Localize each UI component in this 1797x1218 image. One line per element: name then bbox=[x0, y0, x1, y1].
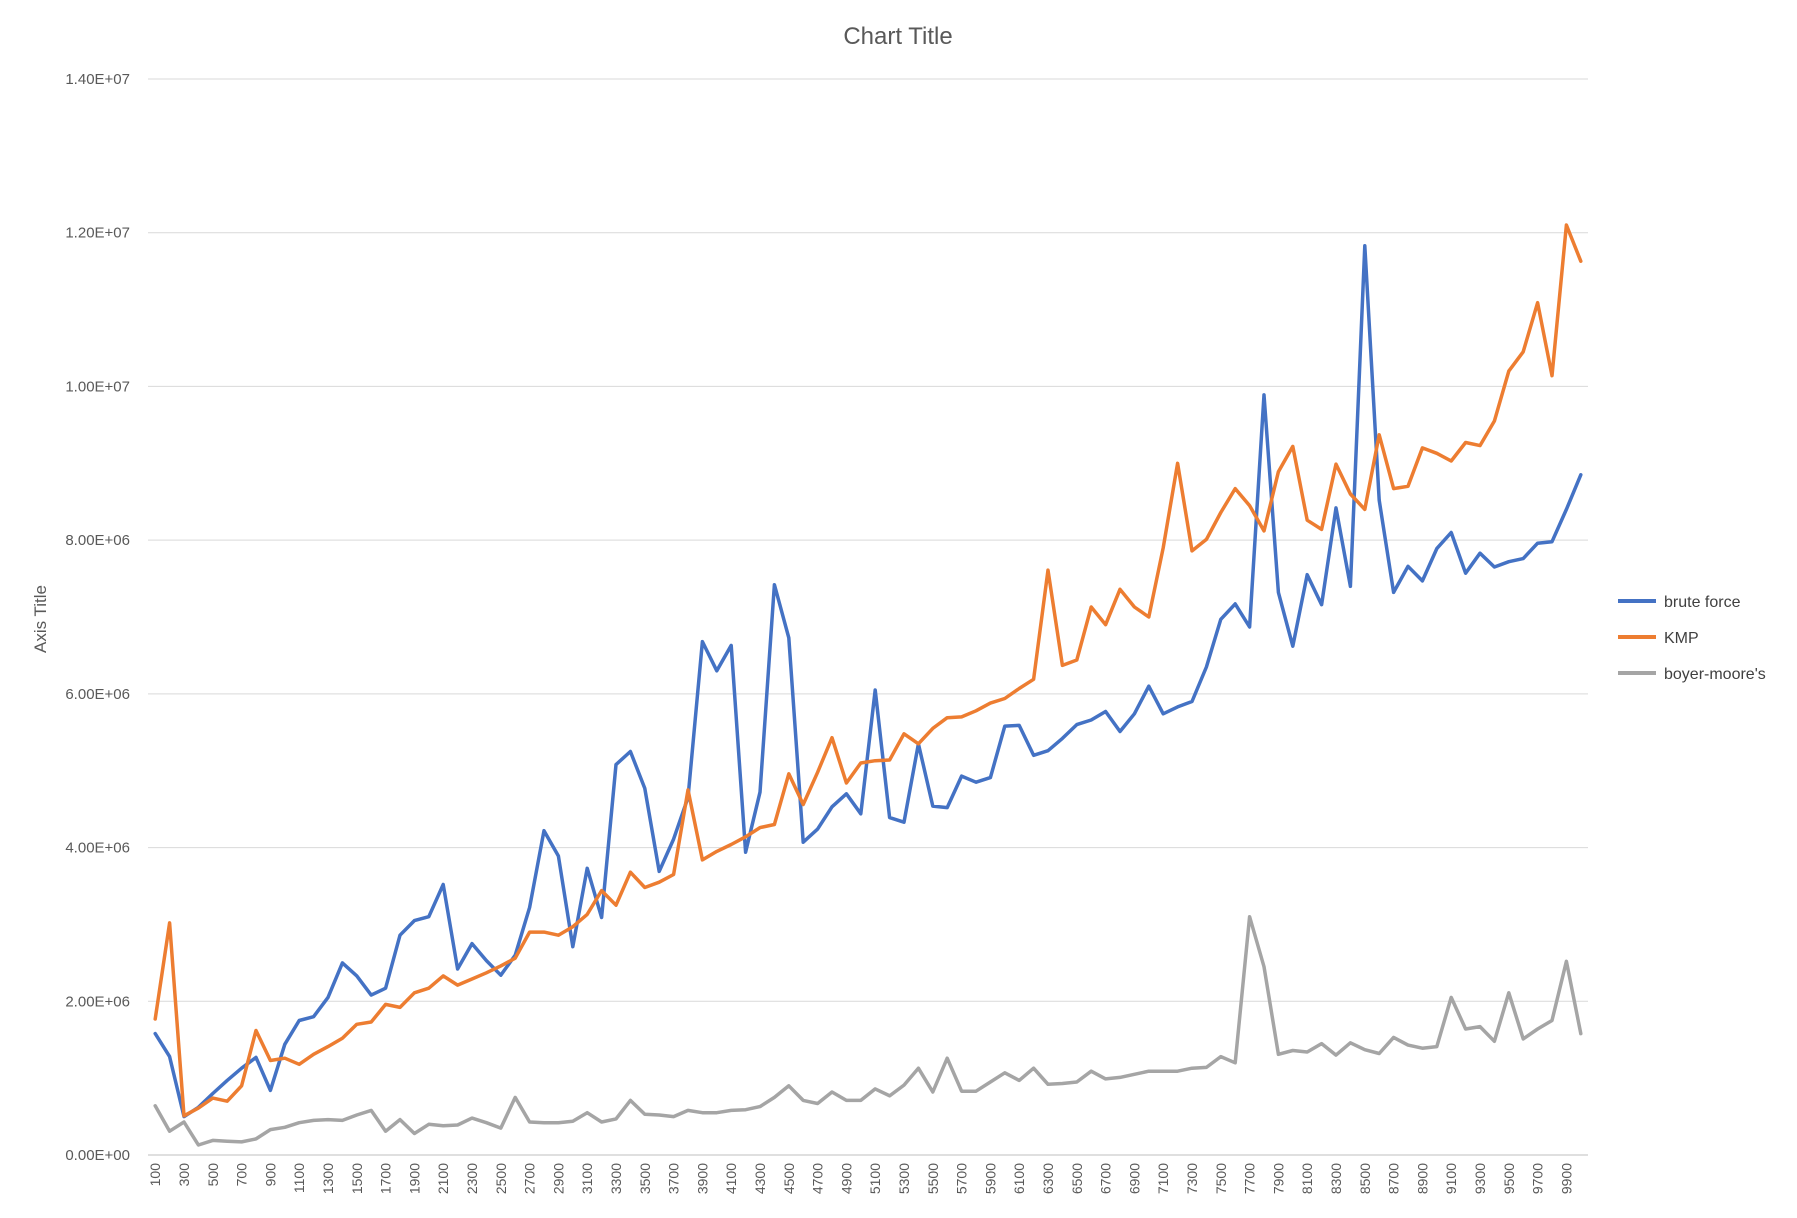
x-tick-label: 2900 bbox=[550, 1163, 566, 1194]
y-axis-ticks: 0.00E+00 2.00E+06 4.00E+06 6.00E+06 8.00E+06… bbox=[65, 71, 130, 1164]
x-tick-label: 8500 bbox=[1357, 1163, 1373, 1194]
y-tick-label: 8.00E+06 bbox=[65, 532, 130, 549]
y-axis-title: Axis Title bbox=[31, 585, 50, 653]
x-tick-label: 6300 bbox=[1040, 1163, 1056, 1194]
x-tick-label: 7700 bbox=[1242, 1163, 1258, 1194]
x-tick-label: 2300 bbox=[464, 1163, 480, 1194]
x-tick-label: 8300 bbox=[1328, 1163, 1344, 1194]
y-tick-label: 2.00E+06 bbox=[65, 993, 130, 1010]
x-tick-label: 4500 bbox=[781, 1163, 797, 1194]
gridlines bbox=[148, 78, 1588, 1156]
x-tick-label: 7500 bbox=[1213, 1163, 1229, 1194]
y-tick-label: 4.00E+06 bbox=[65, 840, 130, 857]
series-line-boyer-moore-s bbox=[153, 914, 1583, 1147]
x-tick-label: 5900 bbox=[982, 1163, 998, 1194]
x-tick-label: 3100 bbox=[579, 1163, 595, 1194]
x-tick-label: 9100 bbox=[1443, 1163, 1459, 1194]
y-tick-label: 6.00E+06 bbox=[65, 686, 130, 703]
x-tick-label: 2500 bbox=[493, 1163, 509, 1194]
legend-label-boyer-moore-s: boyer-moore's bbox=[1664, 666, 1766, 683]
x-tick-label: 9900 bbox=[1558, 1163, 1574, 1194]
series-lines bbox=[153, 223, 1583, 1147]
x-tick-label: 6700 bbox=[1098, 1163, 1114, 1194]
x-tick-label: 8700 bbox=[1386, 1163, 1402, 1194]
x-tick-label: 700 bbox=[234, 1163, 250, 1187]
series-line-kmp bbox=[153, 223, 1583, 1118]
x-tick-label: 3900 bbox=[694, 1163, 710, 1194]
x-axis-ticks: 100 300 500 700 900 1100 1300 1500 1700 1900 2100 2… bbox=[147, 1163, 1574, 1194]
x-tick-label: 6500 bbox=[1069, 1163, 1085, 1194]
x-tick-label: 6100 bbox=[1011, 1163, 1027, 1194]
chart-title: Chart Title bbox=[843, 23, 952, 50]
x-tick-label: 6900 bbox=[1126, 1163, 1142, 1194]
x-tick-label: 5500 bbox=[925, 1163, 941, 1194]
y-tick-label: 0.00E+00 bbox=[65, 1147, 130, 1164]
x-tick-label: 5300 bbox=[896, 1163, 912, 1194]
x-tick-label: 1100 bbox=[291, 1163, 307, 1193]
x-tick-label: 4700 bbox=[810, 1163, 826, 1194]
x-tick-label: 5700 bbox=[954, 1163, 970, 1194]
y-tick-label: 1.40E+07 bbox=[65, 71, 130, 88]
series-line-brute-force bbox=[153, 244, 1583, 1119]
x-tick-label: 9500 bbox=[1501, 1163, 1517, 1194]
x-tick-label: 1900 bbox=[406, 1163, 422, 1194]
x-tick-label: 5100 bbox=[867, 1163, 883, 1194]
x-tick-label: 4300 bbox=[752, 1163, 768, 1194]
x-tick-label: 4900 bbox=[838, 1163, 854, 1194]
x-tick-label: 500 bbox=[205, 1163, 221, 1187]
x-tick-label: 3500 bbox=[637, 1163, 653, 1194]
x-tick-label: 3300 bbox=[608, 1163, 624, 1194]
x-tick-label: 2700 bbox=[522, 1163, 538, 1194]
x-tick-label: 9700 bbox=[1530, 1163, 1546, 1194]
x-tick-label: 1300 bbox=[320, 1163, 336, 1194]
y-tick-label: 1.20E+07 bbox=[65, 225, 130, 242]
x-tick-label: 9300 bbox=[1472, 1163, 1488, 1194]
legend-label-brute-force: brute force bbox=[1664, 594, 1741, 611]
x-tick-label: 7900 bbox=[1270, 1163, 1286, 1194]
x-tick-label: 8900 bbox=[1414, 1163, 1430, 1194]
x-tick-label: 2100 bbox=[435, 1163, 451, 1194]
x-tick-label: 1700 bbox=[378, 1163, 394, 1194]
x-tick-label: 4100 bbox=[723, 1163, 739, 1194]
x-tick-label: 7100 bbox=[1155, 1163, 1171, 1194]
x-tick-label: 300 bbox=[176, 1163, 192, 1187]
x-tick-label: 900 bbox=[262, 1163, 278, 1187]
x-tick-label: 3700 bbox=[666, 1163, 682, 1194]
legend: brute force KMP boyer-moore's bbox=[1618, 594, 1766, 683]
x-tick-label: 100 bbox=[147, 1163, 163, 1187]
legend-label-kmp: KMP bbox=[1664, 630, 1699, 647]
x-tick-label: 1500 bbox=[349, 1163, 365, 1194]
x-tick-label: 7300 bbox=[1184, 1163, 1200, 1194]
y-tick-label: 1.00E+07 bbox=[65, 378, 130, 395]
x-tick-label: 8100 bbox=[1299, 1163, 1315, 1194]
